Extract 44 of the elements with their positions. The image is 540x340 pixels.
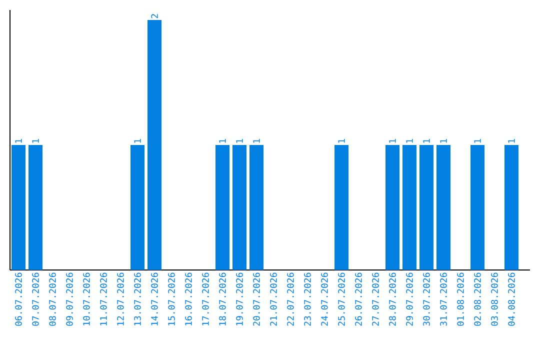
x-tick-label: 08.07.2026 [49, 272, 56, 326]
data-label: 1 [440, 138, 447, 143]
x-tick-label: 20.07.2026 [253, 272, 260, 326]
x-tick-label: 06.07.2026 [15, 272, 22, 326]
data-label: 1 [508, 138, 515, 143]
x-tick-label: 15.07.2026 [168, 272, 175, 326]
x-tick-label: 29.07.2026 [406, 272, 413, 326]
x-tick-label: 25.07.2026 [338, 272, 345, 326]
x-tick-label: 13.07.2026 [134, 272, 141, 326]
x-tick-label: 24.07.2026 [321, 272, 328, 326]
x-tick-label: 28.07.2026 [389, 272, 396, 326]
x-tick-label: 18.07.2026 [219, 272, 226, 326]
data-label: 1 [236, 138, 243, 143]
data-label: 1 [219, 138, 226, 143]
x-tick-label: 02.08.2026 [474, 272, 481, 326]
data-label: 1 [15, 138, 22, 143]
data-label: 2 [151, 14, 158, 18]
data-label: 1 [253, 138, 260, 143]
x-tick-label: 16.07.2026 [185, 272, 192, 326]
x-tick-label: 07.07.2026 [32, 272, 39, 326]
data-label: 1 [338, 138, 345, 143]
x-tick-label: 10.07.2026 [83, 272, 90, 326]
x-tick-label: 03.08.2026 [491, 272, 498, 326]
data-label: 1 [406, 138, 413, 143]
x-tick-label: 27.07.2026 [372, 272, 379, 326]
data-label: 1 [134, 138, 141, 143]
data-label: 1 [32, 138, 39, 143]
x-tick-label: 22.07.2026 [287, 272, 294, 326]
x-tick-label: 30.07.2026 [423, 272, 430, 326]
x-tick-label: 12.07.2026 [117, 272, 124, 326]
x-tick-label: 31.07.2026 [440, 272, 447, 326]
data-label: 1 [474, 138, 481, 143]
x-tick-label: 01.08.2026 [457, 272, 464, 326]
x-tick-label: 19.07.2026 [236, 272, 243, 326]
x-tick-label: 26.07.2026 [355, 272, 362, 326]
x-tick-label: 21.07.2026 [270, 272, 277, 326]
x-tick-label: 09.07.2026 [66, 272, 73, 326]
x-tick-label: 04.08.2026 [508, 272, 515, 326]
data-label: 1 [389, 138, 396, 143]
x-tick-label: 14.07.2026 [151, 272, 158, 326]
x-tick-label: 11.07.2026 [100, 272, 107, 326]
x-tick-label: 23.07.2026 [304, 272, 311, 326]
data-label: 1 [423, 138, 430, 143]
x-tick-label: 17.07.2026 [202, 272, 209, 326]
